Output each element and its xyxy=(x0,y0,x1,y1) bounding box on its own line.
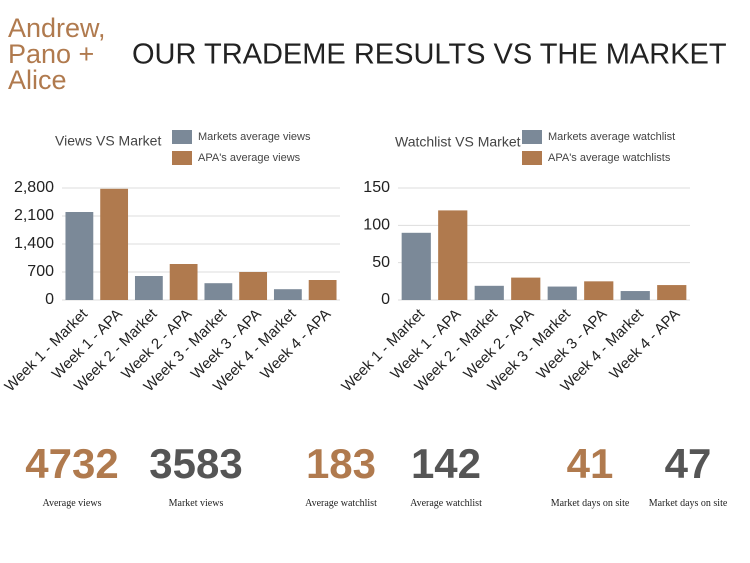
bar xyxy=(584,281,614,300)
logo-line: Alice xyxy=(8,65,67,95)
chart-title: Watchlist VS Market xyxy=(395,134,521,150)
stat-label: Market views xyxy=(168,498,224,509)
y-tick-label: 700 xyxy=(27,263,54,280)
bar xyxy=(308,280,337,300)
bar xyxy=(65,212,94,300)
logo-line: Andrew, xyxy=(8,13,106,43)
stat-label: Market days on site xyxy=(550,498,630,509)
stat-label: Average watchlist xyxy=(410,498,482,509)
bar xyxy=(273,289,302,300)
bar xyxy=(474,285,504,300)
legend-swatch xyxy=(522,151,542,165)
y-tick-label: 0 xyxy=(45,291,54,308)
stat-value: 142 xyxy=(410,440,482,487)
legend-label: Markets average watchlist xyxy=(548,131,675,143)
stat-value: 183 xyxy=(305,440,377,487)
stat-value: 47 xyxy=(664,440,712,487)
stat-label: Average watchlist xyxy=(305,498,377,509)
stat-value: 4732 xyxy=(25,440,119,487)
page-title: OUR TRADEME RESULTS VS THE MARKET xyxy=(132,39,727,71)
stat-label: Market days on site xyxy=(648,498,728,509)
stat-label: Average views xyxy=(42,498,102,509)
y-tick-label: 50 xyxy=(372,254,390,271)
bar xyxy=(438,210,468,300)
stat-value: 3583 xyxy=(149,440,243,487)
y-tick-label: 0 xyxy=(381,291,390,308)
chart-title: Views VS Market xyxy=(55,133,161,149)
y-tick-label: 150 xyxy=(363,179,390,196)
bar xyxy=(169,264,198,300)
y-tick-label: 1,400 xyxy=(14,235,54,252)
logo-line: Pano + xyxy=(8,39,94,69)
bar xyxy=(401,232,431,300)
bar xyxy=(620,291,650,300)
legend-swatch xyxy=(172,151,192,165)
bar xyxy=(204,283,233,300)
bar xyxy=(657,285,687,300)
legend-label: APA's average views xyxy=(198,152,301,164)
stat-value: 41 xyxy=(566,440,614,487)
bar xyxy=(134,276,163,300)
bar xyxy=(547,286,577,300)
bar xyxy=(511,277,541,300)
bar xyxy=(239,272,268,300)
bar xyxy=(100,188,129,300)
legend-swatch xyxy=(172,130,192,144)
legend-swatch xyxy=(522,130,542,144)
y-tick-label: 100 xyxy=(363,217,390,234)
legend-label: Markets average views xyxy=(198,131,311,143)
y-tick-label: 2,100 xyxy=(14,207,54,224)
y-tick-label: 2,800 xyxy=(14,179,54,196)
legend-label: APA's average watchlists xyxy=(548,152,671,164)
